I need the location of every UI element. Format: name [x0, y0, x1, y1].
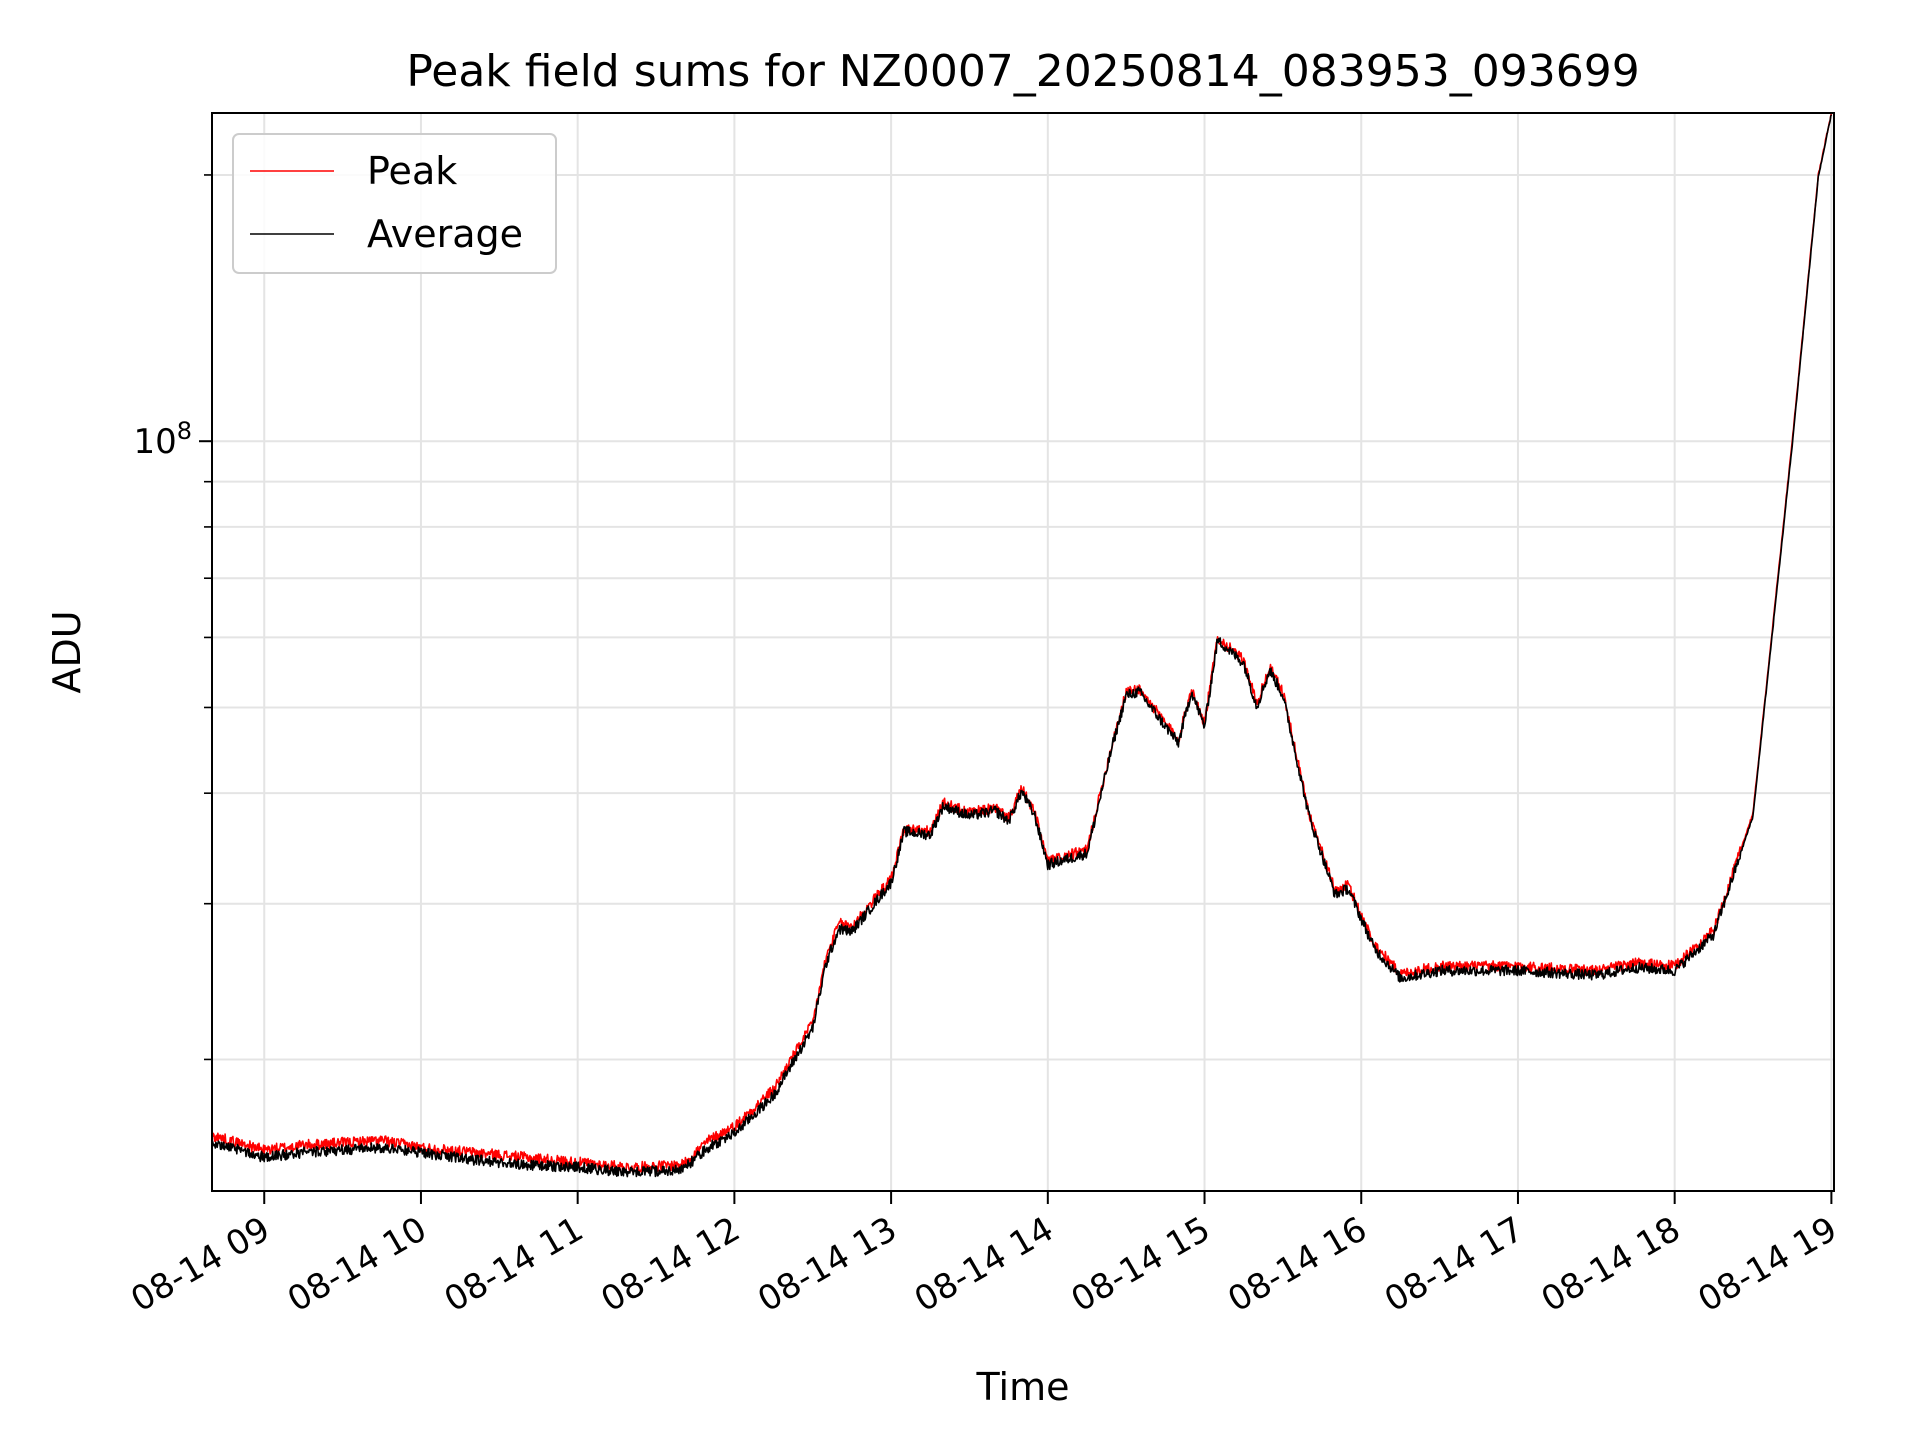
x-axis-label: Time [976, 1365, 1070, 1409]
series-line-peak [211, 112, 1833, 1173]
legend: Peak Average [232, 133, 557, 274]
plot-frame [211, 112, 1835, 1192]
y-tick-label-base: 10 [133, 422, 176, 462]
y-tick-label: 108 [133, 417, 192, 462]
legend-label-average: Average [367, 212, 523, 256]
chart-title: Peak field sums for NZ0007_20250814_0839… [406, 46, 1639, 97]
series-line-average [211, 114, 1833, 1178]
legend-label-peak: Peak [367, 149, 457, 193]
series-layer [211, 112, 1833, 1178]
y-tick-label-exponent: 8 [177, 417, 192, 445]
tick-layer [199, 174, 1833, 1204]
legend-box [232, 133, 557, 274]
y-axis-label: ADU [45, 610, 89, 693]
